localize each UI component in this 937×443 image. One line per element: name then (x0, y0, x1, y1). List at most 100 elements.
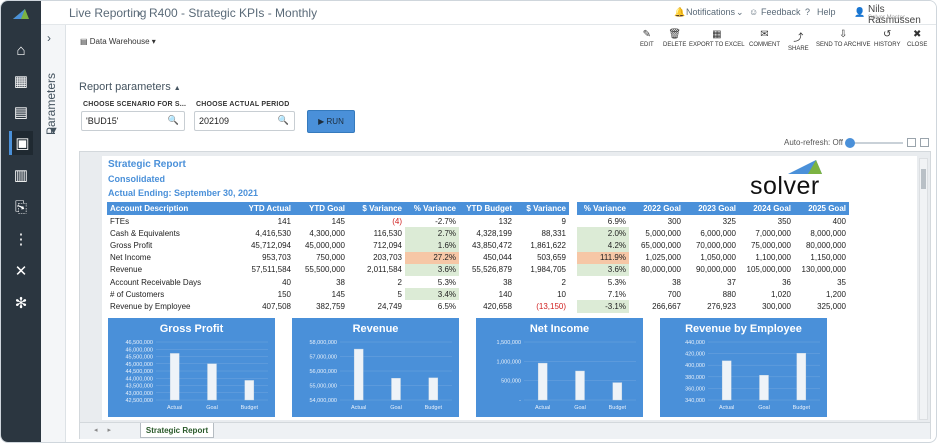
chevron-right-icon[interactable]: › (47, 31, 51, 45)
table-cell: 5.3% (437, 277, 456, 287)
notifications-link[interactable]: Notifications (686, 7, 736, 17)
scrollbar-thumb[interactable] (921, 169, 926, 189)
feedback-icon[interactable]: ☺ (749, 7, 759, 17)
y-tick-label: 1,000,000 (497, 359, 521, 365)
table-cell: 24,749 (377, 301, 402, 311)
table-row: Revenue by Employee 407,508 382,759 24,749 6… (107, 300, 849, 313)
y-tick-label: 56,000,000 (309, 369, 337, 375)
autorefresh-toggle[interactable] (845, 138, 855, 148)
chevron-down-icon[interactable]: ⌄ (736, 7, 744, 17)
help-icon[interactable]: ? (805, 7, 811, 17)
help-link[interactable]: Help (817, 7, 836, 17)
export-to-excel-button[interactable]: ▦ EXPORT TO EXCEL (689, 29, 745, 48)
home-icon[interactable]: ⌂ (16, 41, 26, 59)
chart-revenue: Revenue 58,000,000 57,000,000 56,000,000 55,… (292, 318, 459, 417)
table-cell: 145 (331, 289, 345, 299)
y-tick-label: 58,000,000 (309, 340, 337, 346)
report-parameters-toggle[interactable]: Report parameters ▲ (79, 81, 181, 93)
table-cell: 2.7% (405, 227, 459, 240)
edit-icon: ✎ (642, 29, 652, 40)
table-cell: 3.4% (405, 288, 459, 301)
user-role: Solver Master (868, 15, 906, 21)
bar-goal (391, 378, 401, 401)
delete-icon: 🗑 (668, 29, 682, 40)
table-cell: 5,000,000 (645, 228, 681, 238)
bell-icon[interactable]: 🔔 (674, 7, 686, 17)
y-tick-label: 42,500,000 (125, 398, 153, 404)
calculator-icon[interactable]: ▥ (13, 167, 29, 184)
breadcrumb-live-reporting[interactable]: Live Reporting (69, 6, 147, 20)
row-label: Revenue (110, 265, 143, 275)
table-cell: 7,000,000 (755, 228, 791, 238)
chart-title: Revenue (352, 323, 399, 335)
y-tick-label: 43,500,000 (125, 384, 153, 390)
table-cell: 325,000 (817, 301, 846, 311)
fullscreen-icon[interactable] (907, 138, 916, 147)
filter-icon[interactable]: ▼ (48, 125, 59, 137)
period-input[interactable]: 202109 🔍 (194, 111, 295, 131)
comment-button[interactable]: ✉ COMMENT (749, 29, 780, 48)
y-tick-label: 46,000,000 (125, 347, 153, 353)
dashboard-icon[interactable]: ▦ (13, 73, 29, 90)
report-viewer: Strategic Report Consolidated Actual End… (79, 151, 931, 439)
history-button[interactable]: ↺ HISTORY (874, 29, 900, 48)
reports-icon[interactable]: ▣ (9, 131, 33, 155)
user-icon[interactable]: 👤 (854, 7, 866, 17)
feedback-link[interactable]: Feedback (761, 7, 801, 17)
table-cell: 350 (777, 216, 791, 226)
column-gap (569, 276, 577, 288)
user-name[interactable]: Nils Rasmussen (868, 4, 921, 26)
settings-icon[interactable]: ✻ (14, 295, 28, 312)
table-cell: 145 (331, 216, 345, 226)
send-to-archive-button[interactable]: ⇩ SEND TO ARCHIVE (816, 29, 870, 48)
tools-icon[interactable]: ✕ (14, 263, 28, 280)
table-cell: 2.0% (577, 227, 629, 240)
user-data-icon[interactable]: ⎘ (14, 198, 27, 216)
table-cell: 5.3% (607, 277, 626, 287)
clipboard-icon[interactable]: ▤ (13, 104, 29, 121)
table-cell: 75,000,000 (750, 240, 791, 250)
table-cell: 2 (561, 277, 566, 287)
table-cell: 2,011,584 (367, 265, 402, 275)
export-to-excel-label: EXPORT TO EXCEL (689, 42, 745, 48)
close-button[interactable]: ✖ CLOSE (907, 29, 927, 48)
chart-net-income: Net Income 1,500,000 1,000,000 500,000 - Actu… (476, 318, 643, 417)
table-cell: 80,000,000 (640, 265, 681, 275)
column-header: $ Variance (515, 202, 569, 215)
column-gap (569, 300, 577, 312)
datasource-dropdown[interactable]: ▤ Data Warehouse ▾ (80, 37, 156, 46)
table-cell: 116,530 (373, 228, 402, 238)
vertical-scrollbar[interactable] (919, 158, 928, 420)
sheet-nav-arrows-icon[interactable]: ◂▸ (94, 427, 122, 434)
table-cell: 5 (397, 289, 402, 299)
table-cell: 38 (503, 277, 512, 287)
table-cell: 712,094 (373, 240, 402, 250)
run-button[interactable]: ▶ RUN (307, 110, 355, 133)
table-cell: 9 (561, 216, 566, 226)
grid-view-icon[interactable] (920, 138, 929, 147)
table-cell: 407,508 (262, 301, 291, 311)
table-row: Net Income 953,703 750,000 203,703 27.2% 450,… (107, 251, 849, 264)
table-cell: 300,000 (762, 301, 791, 311)
autorefresh-track[interactable] (853, 142, 903, 144)
column-header: 2022 Goal (629, 202, 684, 215)
sheet-tab-strategic-report[interactable]: Strategic Report (140, 423, 214, 438)
scenario-input[interactable]: 'BUD15' 🔍 (81, 111, 185, 131)
chart-title: Gross Profit (159, 323, 224, 335)
column-header: $ Variance (348, 202, 405, 215)
bar-actual (537, 362, 548, 401)
table-header-row: Account Description YTD Actual YTD Goal $ V… (107, 202, 849, 215)
search-icon[interactable]: 🔍 (167, 115, 179, 125)
table-cell: 35 (837, 277, 846, 287)
toolbar: ▤ Data Warehouse ▾ ✎ EDIT 🗑 DELETE ▦ EXPORT T… (66, 25, 936, 59)
edit-button[interactable]: ✎ EDIT (640, 29, 654, 48)
chart-plot: 1,500,000 1,000,000 500,000 - Actual Goal Budg… (497, 340, 636, 411)
x-tick-label: Actual (167, 405, 182, 411)
scenario-label: CHOOSE SCENARIO FOR S... (83, 101, 187, 108)
table-cell: 1,020 (770, 289, 791, 299)
hierarchy-icon[interactable]: ⋮ (13, 231, 29, 248)
delete-button[interactable]: 🗑 DELETE (663, 29, 686, 48)
share-button[interactable]: ⤴ SHARE (788, 29, 809, 52)
table-row: Cash & Equivalents 4,416,530 4,300,000 116,… (107, 227, 849, 240)
search-icon[interactable]: 🔍 (277, 115, 289, 125)
